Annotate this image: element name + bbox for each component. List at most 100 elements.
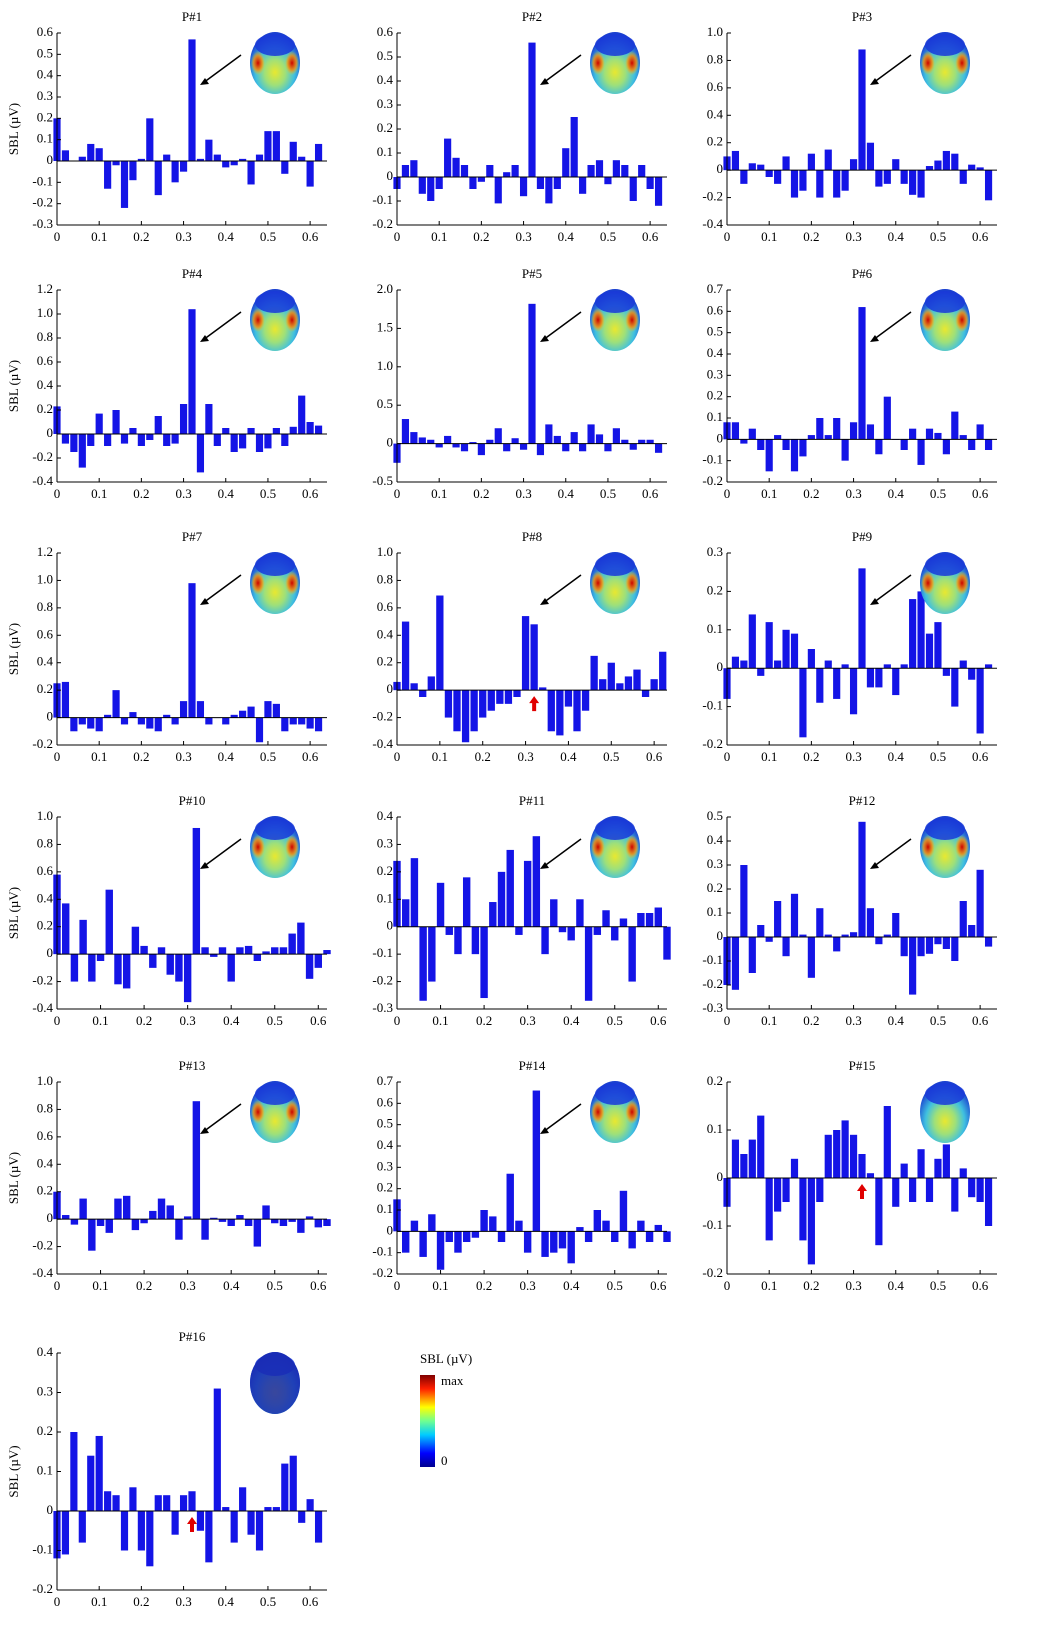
x-tick-label: 0.2 xyxy=(133,1594,149,1609)
bar xyxy=(749,163,756,170)
y-tick-label: -0.3 xyxy=(372,1000,393,1015)
x-tick-label: 0 xyxy=(394,486,401,501)
bar xyxy=(646,913,653,927)
bar xyxy=(550,899,557,926)
x-tick-label: 0.5 xyxy=(607,1013,623,1028)
y-tick-label: 0.4 xyxy=(37,1344,54,1359)
bar xyxy=(158,947,165,954)
bar xyxy=(478,444,485,456)
bar xyxy=(454,1231,461,1252)
bar xyxy=(288,934,295,955)
bar xyxy=(850,1135,857,1178)
bar xyxy=(402,899,409,926)
x-tick-label: 0.5 xyxy=(267,1278,283,1293)
bar xyxy=(264,131,271,161)
bar xyxy=(901,664,908,668)
bar xyxy=(884,1106,891,1178)
x-tick-label: 0.1 xyxy=(432,749,448,764)
bar xyxy=(155,416,162,434)
x-tick-label: 0.1 xyxy=(761,749,777,764)
x-tick-label: 0.6 xyxy=(972,749,989,764)
x-tick-label: 0.5 xyxy=(603,749,619,764)
y-tick-label: 1.0 xyxy=(37,571,53,586)
bar xyxy=(461,165,468,177)
y-tick-label: 0 xyxy=(47,709,54,724)
arrow xyxy=(203,55,241,83)
x-tick-label: 0.1 xyxy=(761,229,777,244)
head-hot xyxy=(251,1100,265,1124)
y-tick-label: 0.3 xyxy=(377,1158,393,1173)
bar xyxy=(290,427,297,434)
x-tick-label: 0.2 xyxy=(803,749,819,764)
bar xyxy=(163,1495,170,1511)
bar xyxy=(123,954,130,988)
colorbar-label: SBL (µV) xyxy=(420,1351,472,1366)
y-tick-label: -0.2 xyxy=(32,1581,53,1596)
bar xyxy=(323,950,330,954)
head-hot xyxy=(921,835,935,859)
bar xyxy=(488,690,495,711)
bar xyxy=(808,154,815,170)
x-tick-label: 0.4 xyxy=(218,486,235,501)
bar xyxy=(273,131,280,161)
bar xyxy=(604,177,611,184)
x-tick-label: 0.5 xyxy=(930,1278,946,1293)
bar xyxy=(791,634,798,669)
x-tick-label: 0.3 xyxy=(180,1278,196,1293)
y-tick-label: 0.1 xyxy=(37,1462,53,1477)
bar xyxy=(599,679,606,690)
bar xyxy=(620,918,627,926)
bar xyxy=(480,927,487,998)
colorbar-max: max xyxy=(441,1373,464,1388)
bar xyxy=(427,177,434,201)
x-tick-label: 0.6 xyxy=(310,1013,327,1028)
bar xyxy=(537,177,544,189)
bar xyxy=(427,440,434,444)
x-tick-label: 0.6 xyxy=(972,229,989,244)
chart-panel: P#8-0.4-0.200.20.40.60.81.000.10.20.30.4… xyxy=(372,529,667,764)
x-tick-label: 0.3 xyxy=(845,749,861,764)
y-tick-label: -0.1 xyxy=(372,1244,393,1259)
bar xyxy=(193,1101,200,1219)
bar xyxy=(579,444,586,452)
bar xyxy=(782,439,789,450)
bar xyxy=(825,1135,832,1178)
bar xyxy=(315,1511,322,1543)
bar xyxy=(638,165,645,177)
bar xyxy=(446,927,453,935)
y-tick-label: 0.4 xyxy=(707,832,724,847)
x-tick-label: 0.1 xyxy=(91,749,107,764)
x-tick-label: 0.5 xyxy=(260,486,276,501)
bar xyxy=(875,1178,882,1245)
bar xyxy=(180,404,187,434)
colorbar-min: 0 xyxy=(441,1453,448,1468)
y-tick-label: 0.2 xyxy=(37,918,53,933)
bar xyxy=(757,1116,764,1178)
bar xyxy=(239,434,246,448)
bar xyxy=(471,690,478,731)
bar xyxy=(463,1231,470,1242)
bar xyxy=(480,1210,487,1231)
bar xyxy=(472,1231,479,1237)
x-tick-label: 0.1 xyxy=(432,1013,448,1028)
bar xyxy=(419,1231,426,1257)
bar xyxy=(968,165,975,170)
y-tick-label: 0.3 xyxy=(37,1383,53,1398)
x-tick-label: 0.6 xyxy=(972,486,989,501)
x-tick-label: 0.6 xyxy=(646,749,663,764)
y-tick-label: 0.2 xyxy=(37,1423,53,1438)
y-tick-label: -0.4 xyxy=(372,736,393,751)
bar xyxy=(960,901,967,937)
y-tick-label: -0.4 xyxy=(702,216,723,231)
bar xyxy=(461,444,468,452)
bar xyxy=(96,414,103,434)
bar xyxy=(478,177,485,182)
y-tick-label: 0 xyxy=(47,945,54,960)
bar xyxy=(616,683,623,690)
bar xyxy=(62,903,69,954)
bar xyxy=(503,444,510,452)
y-axis-label: SBL (µV) xyxy=(6,1152,21,1204)
bar xyxy=(842,439,849,460)
